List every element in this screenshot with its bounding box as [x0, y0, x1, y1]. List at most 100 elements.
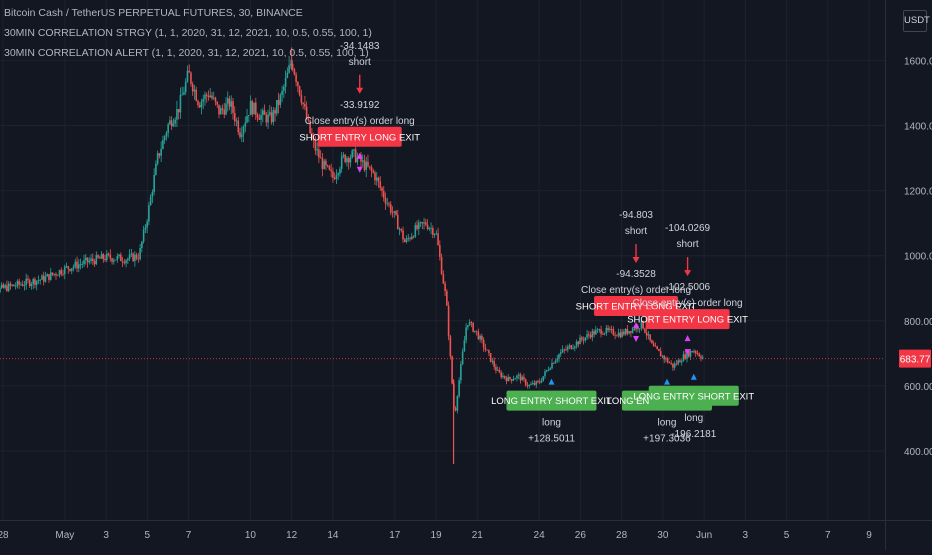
candle-body: [689, 351, 692, 357]
short-entry-label: SHORT ENTRY LONG EXIT: [299, 132, 420, 143]
currency-button[interactable]: USDT: [903, 10, 930, 32]
candle-body: [35, 280, 38, 285]
x-tick-label: 17: [389, 530, 401, 541]
candle-body: [106, 253, 108, 261]
entry-marker: [633, 322, 640, 329]
candle-body: [666, 358, 669, 363]
candle-body: [21, 284, 24, 286]
candle-body: [309, 120, 311, 134]
candle-body: [526, 385, 529, 386]
short-profit-value: -94.803: [619, 210, 653, 221]
candle-body: [577, 341, 580, 345]
candle-body: [559, 352, 562, 355]
long-order-label: long: [684, 413, 703, 424]
candle-body: [393, 211, 396, 213]
candle-body: [509, 377, 511, 380]
candle-body: [293, 69, 296, 75]
candle-body: [74, 261, 77, 267]
candle-body: [44, 276, 47, 282]
candle-body: [391, 212, 394, 214]
candle-body: [610, 328, 613, 330]
candle-body: [291, 63, 294, 70]
short-order-label: short: [625, 226, 647, 237]
candle-body: [0, 287, 1, 293]
indicator-alert-label[interactable]: 30MIN CORRELATION ALERT (1, 1, 2020, 31,…: [4, 47, 369, 59]
candle-body: [37, 280, 40, 282]
long-marker: [663, 378, 670, 385]
candle-body: [582, 339, 585, 341]
candle-body: [198, 105, 201, 108]
candle-body: [446, 291, 448, 306]
candle-body: [339, 168, 341, 174]
candle-body: [668, 362, 671, 364]
symbol-title[interactable]: Bitcoin Cash / TetherUS PERPETUAL FUTURE…: [4, 7, 303, 19]
candle-body: [214, 97, 217, 102]
candle-body: [439, 245, 441, 258]
candle-body: [170, 120, 173, 127]
candle-body: [573, 346, 576, 349]
candle-body: [628, 331, 630, 334]
candle-body: [177, 109, 180, 113]
candle-body: [99, 257, 101, 259]
candle-body: [286, 72, 289, 78]
candle-body: [307, 118, 310, 121]
candle-body: [86, 257, 89, 263]
candle-body: [498, 369, 501, 373]
candle-body: [395, 211, 397, 215]
candle-body: [558, 354, 560, 359]
candle-body: [349, 157, 352, 163]
candle-body: [16, 280, 19, 286]
candle-body: [233, 112, 236, 122]
candle-body: [398, 228, 401, 230]
candle-body: [463, 340, 466, 352]
candle-body: [661, 355, 664, 357]
candle-body: [244, 122, 247, 127]
candle-body: [132, 253, 134, 262]
candle-body: [2, 284, 5, 288]
x-tick-label: 21: [472, 530, 484, 541]
candle-body: [363, 160, 366, 170]
candle-body: [318, 149, 320, 158]
exit-marker: [684, 349, 691, 356]
short-arrow-head: [684, 270, 692, 277]
candle-body: [444, 283, 446, 292]
candle-body: [691, 351, 694, 353]
candle-body: [654, 346, 657, 347]
candle-body: [139, 248, 141, 260]
long-marker: [690, 373, 697, 380]
candle-body: [290, 63, 292, 66]
candle-body: [49, 272, 52, 280]
candle-body: [156, 153, 159, 164]
candle-body: [326, 165, 329, 167]
candle-body: [6, 285, 8, 291]
y-tick-label: 400.00: [904, 447, 932, 458]
candle-body: [605, 327, 608, 334]
candle-body: [626, 328, 629, 334]
candle-body: [141, 241, 143, 249]
y-tick-label: 1400.00: [904, 122, 932, 133]
y-tick-label: 1000.00: [904, 252, 932, 263]
candle-body: [596, 329, 599, 331]
candle-body: [267, 114, 269, 123]
candle-body: [502, 375, 504, 378]
candle-body: [32, 279, 35, 284]
x-tick-label: 3: [103, 530, 109, 541]
candle-body: [447, 305, 450, 337]
candle-body: [128, 254, 131, 259]
candle-body: [202, 99, 205, 102]
candle-body: [677, 360, 680, 365]
indicator-strategy-label[interactable]: 30MIN CORRELATION STRGY (1, 1, 2020, 31,…: [4, 27, 372, 39]
candle-body: [39, 279, 42, 281]
candle-body: [230, 101, 233, 107]
candle-body: [500, 372, 502, 378]
candle-body: [449, 336, 452, 357]
candle-body: [619, 332, 622, 338]
candle-body: [680, 361, 683, 363]
candle-body: [62, 273, 64, 275]
candle-body: [412, 236, 415, 238]
candle-body: [554, 360, 557, 364]
candle-body: [659, 351, 662, 357]
candle-body: [4, 285, 6, 288]
